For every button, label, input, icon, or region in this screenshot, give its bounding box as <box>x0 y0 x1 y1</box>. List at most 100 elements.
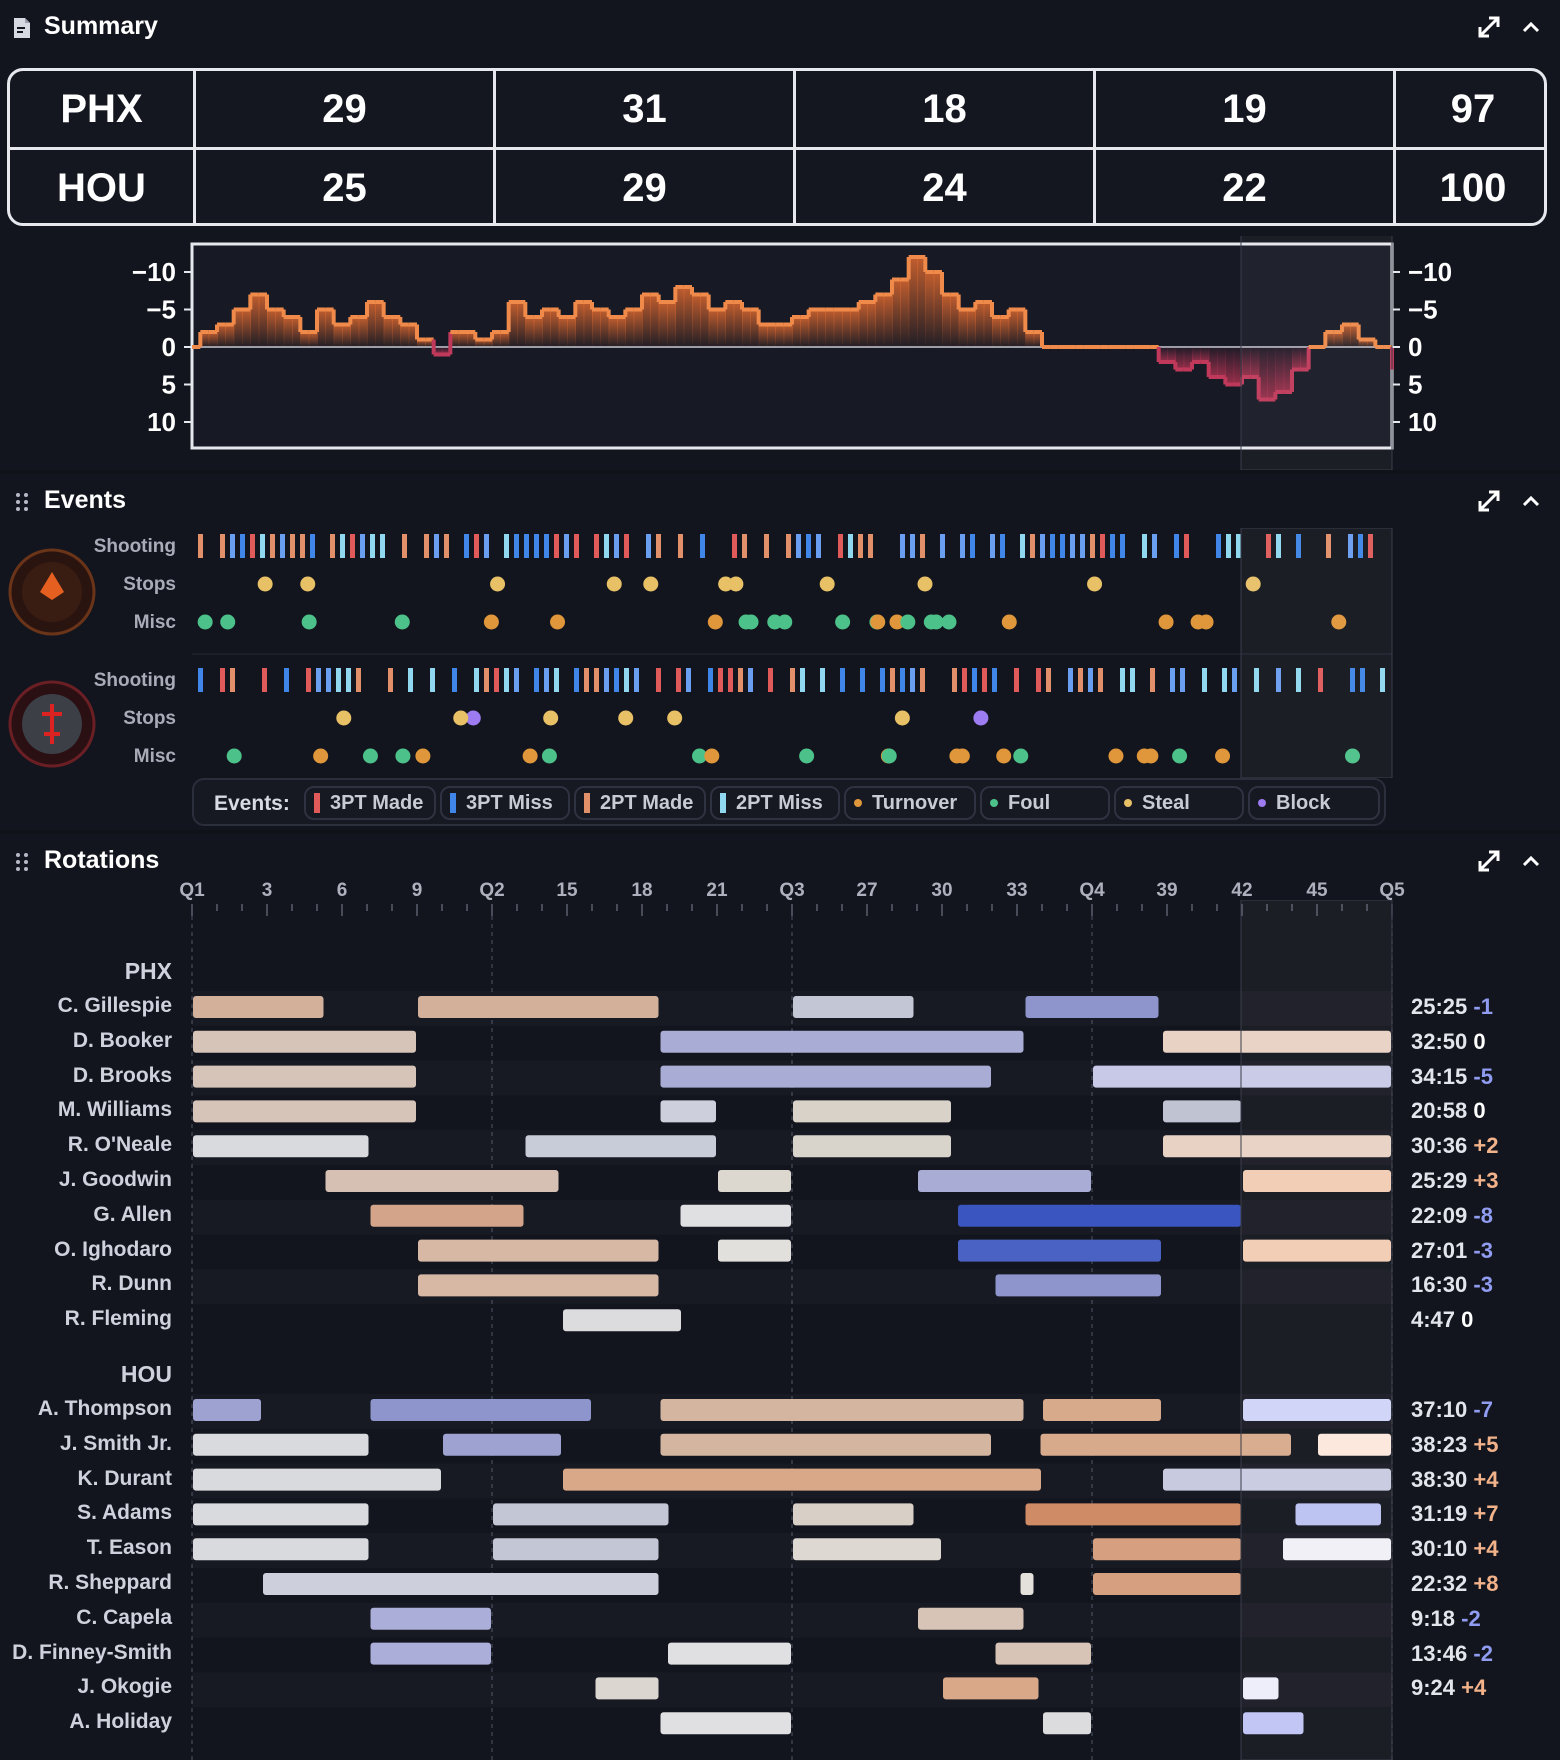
shot-event[interactable] <box>300 534 305 558</box>
shot-event[interactable] <box>1014 668 1019 692</box>
rotation-stint[interactable] <box>793 1503 914 1526</box>
shot-event[interactable] <box>900 534 905 558</box>
shot-event[interactable] <box>952 668 957 692</box>
shot-event[interactable] <box>920 534 925 558</box>
shot-event[interactable] <box>1170 668 1175 692</box>
drag-handle-icon[interactable] <box>10 850 34 874</box>
rotation-stint[interactable] <box>493 1538 659 1561</box>
player-name[interactable]: K. Durant <box>77 1466 173 1490</box>
shot-event[interactable] <box>564 534 569 558</box>
collapse-icon[interactable] <box>1516 486 1546 516</box>
shot-event[interactable] <box>890 668 895 692</box>
shot-event[interactable] <box>1068 668 1073 692</box>
shot-event[interactable] <box>340 534 345 558</box>
rotation-stint[interactable] <box>660 1100 717 1123</box>
shot-event[interactable] <box>250 534 255 558</box>
shot-event[interactable] <box>326 668 331 692</box>
player-name[interactable]: R. Dunn <box>91 1272 172 1296</box>
collapse-icon[interactable] <box>1516 12 1546 42</box>
shot-event[interactable] <box>838 534 843 558</box>
collapse-icon[interactable] <box>1516 846 1546 876</box>
shot-event[interactable] <box>678 534 683 558</box>
event-dot[interactable] <box>257 576 273 592</box>
rotation-stint[interactable] <box>918 1170 1091 1192</box>
shot-event[interactable] <box>1266 534 1271 558</box>
event-dot[interactable] <box>606 576 622 592</box>
rotation-stint[interactable] <box>793 1538 941 1561</box>
shot-event[interactable] <box>742 534 747 558</box>
shot-event[interactable] <box>504 668 509 692</box>
shot-event[interactable] <box>1100 534 1105 558</box>
shot-event[interactable] <box>1202 668 1207 692</box>
event-dot[interactable] <box>819 576 835 592</box>
rotation-stint[interactable] <box>1243 1677 1279 1700</box>
shot-event[interactable] <box>430 668 435 692</box>
rotation-stint[interactable] <box>1025 1503 1242 1526</box>
rotation-stint[interactable] <box>193 1065 416 1088</box>
rotation-stint[interactable] <box>418 1274 659 1297</box>
event-dot[interactable] <box>394 614 410 630</box>
rotation-stint[interactable] <box>793 1100 951 1123</box>
rotation-stint[interactable] <box>370 1399 592 1421</box>
event-dot[interactable] <box>1108 748 1124 764</box>
rotation-stint[interactable] <box>193 1503 369 1526</box>
shot-event[interactable] <box>484 534 489 558</box>
shot-event[interactable] <box>1318 668 1323 692</box>
player-name[interactable]: R. O'Neale <box>67 1133 172 1157</box>
shot-event[interactable] <box>728 668 733 692</box>
shot-event[interactable] <box>370 534 375 558</box>
rotation-stint[interactable] <box>193 1468 441 1491</box>
legend-foul[interactable]: Foul <box>980 786 1110 820</box>
shot-event[interactable] <box>1360 668 1365 692</box>
shot-event[interactable] <box>732 534 737 558</box>
shot-event[interactable] <box>1350 668 1355 692</box>
rotation-stint[interactable] <box>1295 1503 1382 1526</box>
shot-event[interactable] <box>240 534 245 558</box>
event-dot[interactable] <box>618 710 634 726</box>
player-name[interactable]: M. Williams <box>57 1098 172 1122</box>
event-dot[interactable] <box>799 748 815 764</box>
rotation-stint[interactable] <box>193 1399 261 1421</box>
shot-event[interactable] <box>424 534 429 558</box>
shot-event[interactable] <box>656 668 661 692</box>
shot-event[interactable] <box>230 534 235 558</box>
rotation-stint[interactable] <box>325 1170 559 1192</box>
event-dot[interactable] <box>777 614 793 630</box>
rotation-stint[interactable] <box>193 1433 369 1456</box>
rotation-stint[interactable] <box>370 1642 492 1665</box>
shot-event[interactable] <box>816 534 821 558</box>
event-dot[interactable] <box>835 614 851 630</box>
shot-event[interactable] <box>624 668 629 692</box>
rotation-stint[interactable] <box>193 1538 369 1561</box>
event-dot[interactable] <box>954 748 970 764</box>
event-dot[interactable] <box>550 614 566 630</box>
player-name[interactable]: D. Finney-Smith <box>12 1640 172 1664</box>
event-dot[interactable] <box>1331 614 1347 630</box>
shot-event[interactable] <box>1000 534 1005 558</box>
shot-event[interactable] <box>738 668 743 692</box>
player-name[interactable]: D. Booker <box>72 1028 172 1052</box>
drag-handle-icon[interactable] <box>10 490 34 514</box>
player-name[interactable]: J. Okogie <box>77 1675 172 1699</box>
event-dot[interactable] <box>973 710 989 726</box>
shot-event[interactable] <box>380 534 385 558</box>
shot-event[interactable] <box>940 534 945 558</box>
shot-event[interactable] <box>1326 534 1331 558</box>
rotation-stint[interactable] <box>1020 1573 1034 1595</box>
event-dot[interactable] <box>707 614 723 630</box>
shot-event[interactable] <box>982 668 987 692</box>
shot-event[interactable] <box>544 534 549 558</box>
event-dot[interactable] <box>490 576 506 592</box>
shot-event[interactable] <box>290 534 295 558</box>
rotation-stint[interactable] <box>1163 1100 1241 1123</box>
shot-event[interactable] <box>262 668 267 692</box>
shot-event[interactable] <box>1020 534 1025 558</box>
player-name[interactable]: R. Sheppard <box>48 1571 172 1594</box>
shot-event[interactable] <box>1296 534 1301 558</box>
shot-event[interactable] <box>1120 534 1125 558</box>
shot-event[interactable] <box>360 534 365 558</box>
shot-event[interactable] <box>972 668 977 692</box>
event-dot[interactable] <box>541 748 557 764</box>
shot-event[interactable] <box>1060 534 1065 558</box>
shot-event[interactable] <box>962 668 967 692</box>
